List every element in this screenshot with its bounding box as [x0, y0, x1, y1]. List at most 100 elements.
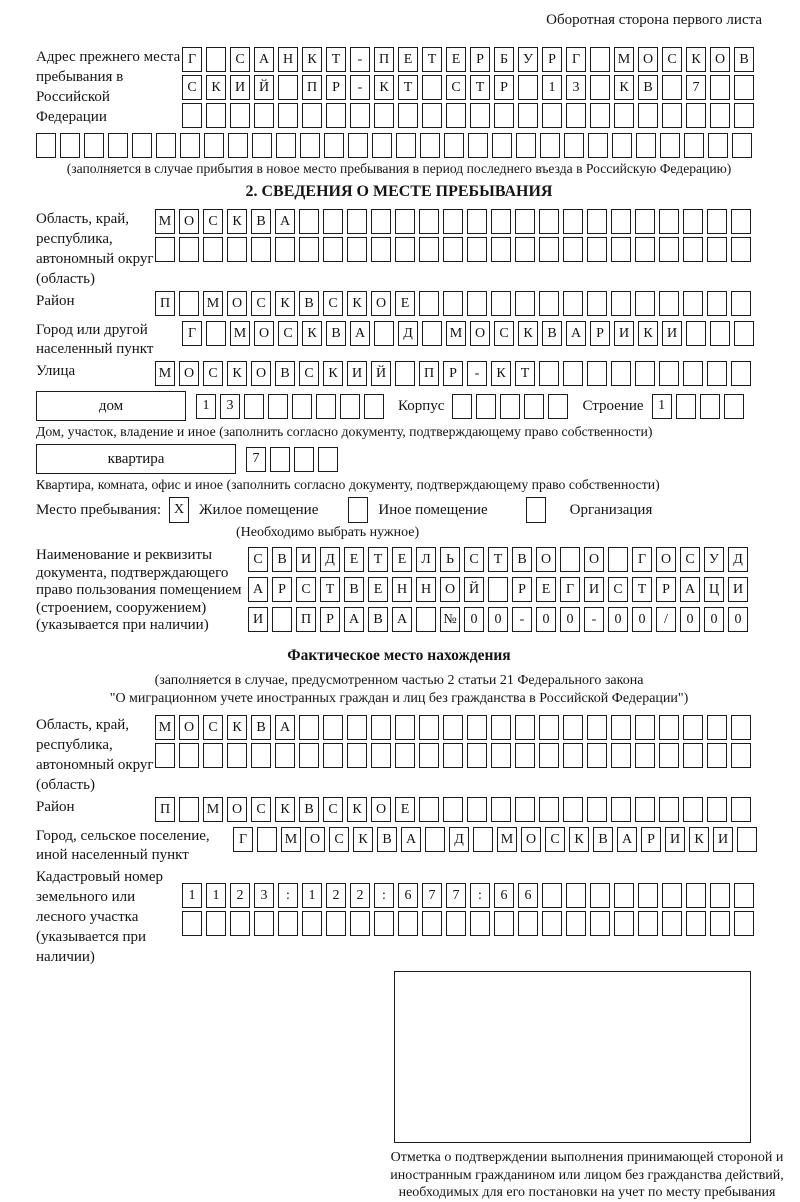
char-cell[interactable]: И	[665, 827, 685, 852]
char-cell[interactable]	[179, 743, 199, 768]
char-cell[interactable]	[683, 237, 703, 262]
checkbox-other-premises[interactable]	[348, 497, 369, 523]
char-cell[interactable]	[659, 361, 679, 386]
char-cell[interactable]	[539, 237, 559, 262]
char-cell[interactable]	[347, 743, 367, 768]
char-cell[interactable]: 3	[220, 393, 240, 419]
char-cell[interactable]	[416, 607, 436, 632]
char-cell[interactable]	[374, 103, 394, 128]
char-cell[interactable]	[398, 103, 418, 128]
char-cell[interactable]	[420, 133, 440, 158]
char-cell[interactable]	[635, 361, 655, 386]
char-cell[interactable]: 1	[206, 883, 226, 908]
char-cell[interactable]: М	[203, 797, 223, 822]
char-cell[interactable]	[566, 103, 586, 128]
char-cell[interactable]	[371, 237, 391, 262]
char-cell[interactable]	[734, 883, 754, 908]
char-cell[interactable]: Г	[566, 47, 586, 72]
char-cell[interactable]: 7	[422, 883, 442, 908]
char-cell[interactable]: П	[302, 75, 322, 100]
char-cell[interactable]	[662, 103, 682, 128]
char-cell[interactable]	[395, 743, 415, 768]
char-cell[interactable]	[374, 911, 394, 936]
char-cell[interactable]: 1	[196, 393, 216, 419]
char-cell[interactable]: Т	[326, 47, 346, 72]
char-cell[interactable]	[587, 797, 607, 822]
char-cell[interactable]	[515, 237, 535, 262]
char-cell[interactable]	[518, 75, 538, 100]
char-cell[interactable]: О	[710, 47, 730, 72]
char-cell[interactable]: Г	[233, 827, 253, 852]
char-cell[interactable]: С	[203, 209, 223, 234]
char-cell[interactable]	[275, 237, 295, 262]
char-cell[interactable]	[662, 75, 682, 100]
char-cell[interactable]: 2	[326, 883, 346, 908]
char-cell[interactable]	[636, 133, 656, 158]
char-cell[interactable]: Р	[326, 75, 346, 100]
char-cell[interactable]	[203, 237, 223, 262]
char-cell[interactable]	[227, 743, 247, 768]
char-cell[interactable]	[396, 133, 416, 158]
char-cell[interactable]: В	[542, 321, 562, 346]
char-cell[interactable]: И	[614, 321, 634, 346]
char-cell[interactable]: В	[299, 291, 319, 316]
char-cell[interactable]	[590, 883, 610, 908]
char-cell[interactable]: 2	[350, 883, 370, 908]
char-cell[interactable]	[587, 237, 607, 262]
char-cell[interactable]: Р	[494, 75, 514, 100]
char-cell[interactable]	[203, 743, 223, 768]
char-cell[interactable]	[659, 715, 679, 740]
char-cell[interactable]	[723, 393, 744, 419]
char-cell[interactable]: Р	[272, 577, 292, 602]
char-cell[interactable]: К	[638, 321, 658, 346]
char-cell[interactable]	[179, 291, 199, 316]
char-cell[interactable]: Б	[494, 47, 514, 72]
char-cell[interactable]: 0	[560, 607, 580, 632]
char-cell[interactable]: -	[350, 47, 370, 72]
char-cell[interactable]	[515, 291, 535, 316]
char-cell[interactable]	[371, 743, 391, 768]
char-cell[interactable]: Т	[320, 577, 340, 602]
char-cell[interactable]	[563, 291, 583, 316]
char-cell[interactable]	[182, 911, 202, 936]
char-cell[interactable]: Г	[182, 321, 202, 346]
char-cell[interactable]: -	[512, 607, 532, 632]
char-cell[interactable]	[371, 209, 391, 234]
char-cell[interactable]	[588, 133, 608, 158]
char-cell[interactable]: П	[155, 291, 175, 316]
char-cell[interactable]	[419, 715, 439, 740]
char-cell[interactable]: Р	[512, 577, 532, 602]
char-cell[interactable]: 6	[398, 883, 418, 908]
char-cell[interactable]: 1	[182, 883, 202, 908]
char-cell[interactable]	[206, 321, 226, 346]
char-cell[interactable]	[638, 883, 658, 908]
char-cell[interactable]	[108, 133, 128, 158]
char-cell[interactable]: С	[662, 47, 682, 72]
char-cell[interactable]: Е	[368, 577, 388, 602]
char-cell[interactable]: А	[392, 607, 412, 632]
char-cell[interactable]: 1	[542, 75, 562, 100]
char-cell[interactable]	[590, 103, 610, 128]
char-cell[interactable]	[491, 237, 511, 262]
char-cell[interactable]: В	[272, 547, 292, 572]
char-cell[interactable]	[419, 291, 439, 316]
char-cell[interactable]	[419, 797, 439, 822]
char-cell[interactable]	[491, 209, 511, 234]
char-cell[interactable]	[156, 133, 176, 158]
char-cell[interactable]: С	[296, 577, 316, 602]
char-cell[interactable]	[731, 209, 751, 234]
char-cell[interactable]: Г	[632, 547, 652, 572]
char-cell[interactable]	[563, 743, 583, 768]
char-cell[interactable]	[675, 393, 696, 419]
char-cell[interactable]	[452, 393, 473, 419]
char-cell[interactable]	[659, 237, 679, 262]
char-cell[interactable]	[500, 393, 521, 419]
char-cell[interactable]	[350, 911, 370, 936]
char-cell[interactable]	[395, 209, 415, 234]
char-cell[interactable]: К	[347, 797, 367, 822]
char-cell[interactable]	[422, 75, 442, 100]
char-cell[interactable]	[659, 209, 679, 234]
char-cell[interactable]: И	[584, 577, 604, 602]
char-cell[interactable]	[563, 715, 583, 740]
char-cell[interactable]	[488, 577, 508, 602]
